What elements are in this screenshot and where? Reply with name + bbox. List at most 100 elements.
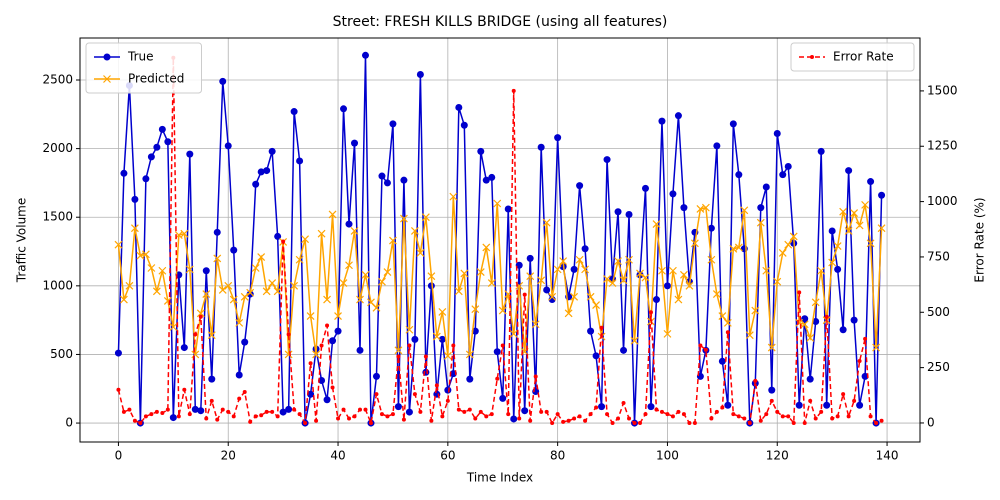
y-tick-label: 0 [65, 416, 73, 430]
x-tick-label: 20 [221, 449, 236, 463]
point [555, 412, 560, 417]
point [577, 414, 582, 419]
point [808, 398, 813, 403]
point [143, 414, 148, 419]
point [116, 387, 121, 392]
point [867, 178, 875, 186]
point [570, 292, 579, 301]
y2-tick-label: 250 [927, 360, 950, 374]
point [504, 205, 512, 213]
point [537, 143, 545, 151]
point [284, 350, 293, 359]
point [361, 270, 370, 279]
point [592, 301, 601, 309]
point [153, 143, 161, 151]
point [423, 354, 428, 359]
point [687, 420, 692, 425]
point [454, 287, 463, 296]
point [257, 168, 265, 176]
point [350, 227, 359, 235]
point [762, 266, 771, 275]
point [235, 371, 243, 379]
point [647, 403, 655, 411]
legend: True Predicted [85, 42, 202, 94]
point [608, 279, 617, 288]
point [581, 265, 590, 274]
point [630, 336, 639, 345]
point [202, 290, 211, 298]
point [586, 292, 595, 301]
point [229, 295, 238, 304]
point [797, 290, 802, 295]
point [559, 257, 568, 266]
point [500, 343, 505, 348]
point [130, 224, 139, 233]
point [592, 352, 600, 360]
point [334, 327, 342, 335]
point [731, 412, 736, 417]
x-tick-label: 60 [440, 449, 455, 463]
point [482, 176, 490, 184]
point [878, 191, 886, 199]
point [594, 405, 599, 410]
point [764, 412, 769, 417]
point [679, 270, 688, 279]
point [526, 254, 534, 262]
legend-box [85, 42, 202, 94]
point [658, 266, 666, 275]
point [553, 265, 562, 274]
point [685, 281, 694, 290]
point [252, 180, 260, 188]
point [180, 344, 188, 352]
point [149, 412, 154, 417]
point [242, 389, 247, 394]
point [169, 323, 178, 331]
point [285, 405, 293, 413]
point [455, 103, 463, 111]
point [845, 167, 853, 175]
point [533, 374, 538, 379]
point [268, 147, 276, 155]
point [852, 398, 857, 403]
point [411, 335, 419, 343]
point [230, 246, 238, 254]
point [196, 309, 205, 318]
point [427, 272, 436, 281]
point [429, 418, 434, 423]
point [846, 414, 851, 419]
point [374, 392, 379, 397]
point [477, 147, 485, 155]
point [103, 75, 111, 83]
point [138, 420, 143, 425]
point [476, 268, 485, 277]
point [543, 286, 551, 294]
point [603, 156, 611, 164]
legend-box [790, 42, 915, 72]
point [237, 396, 242, 401]
point [219, 77, 227, 85]
point [292, 407, 297, 412]
point [478, 409, 483, 414]
point [396, 354, 401, 359]
point [610, 420, 615, 425]
point [718, 357, 726, 365]
x-tick-label: 120 [766, 449, 789, 463]
point [372, 372, 380, 380]
point [114, 349, 122, 357]
point [385, 414, 390, 419]
point [681, 412, 686, 417]
point [329, 337, 337, 345]
point [240, 292, 249, 301]
point [791, 420, 796, 425]
point [828, 227, 836, 235]
point [191, 350, 200, 359]
point [471, 305, 480, 314]
point [259, 413, 264, 418]
point [598, 403, 606, 411]
point [625, 255, 633, 264]
point [213, 254, 222, 263]
point [707, 224, 715, 232]
point [319, 343, 324, 348]
point [734, 243, 743, 252]
point [614, 208, 622, 216]
